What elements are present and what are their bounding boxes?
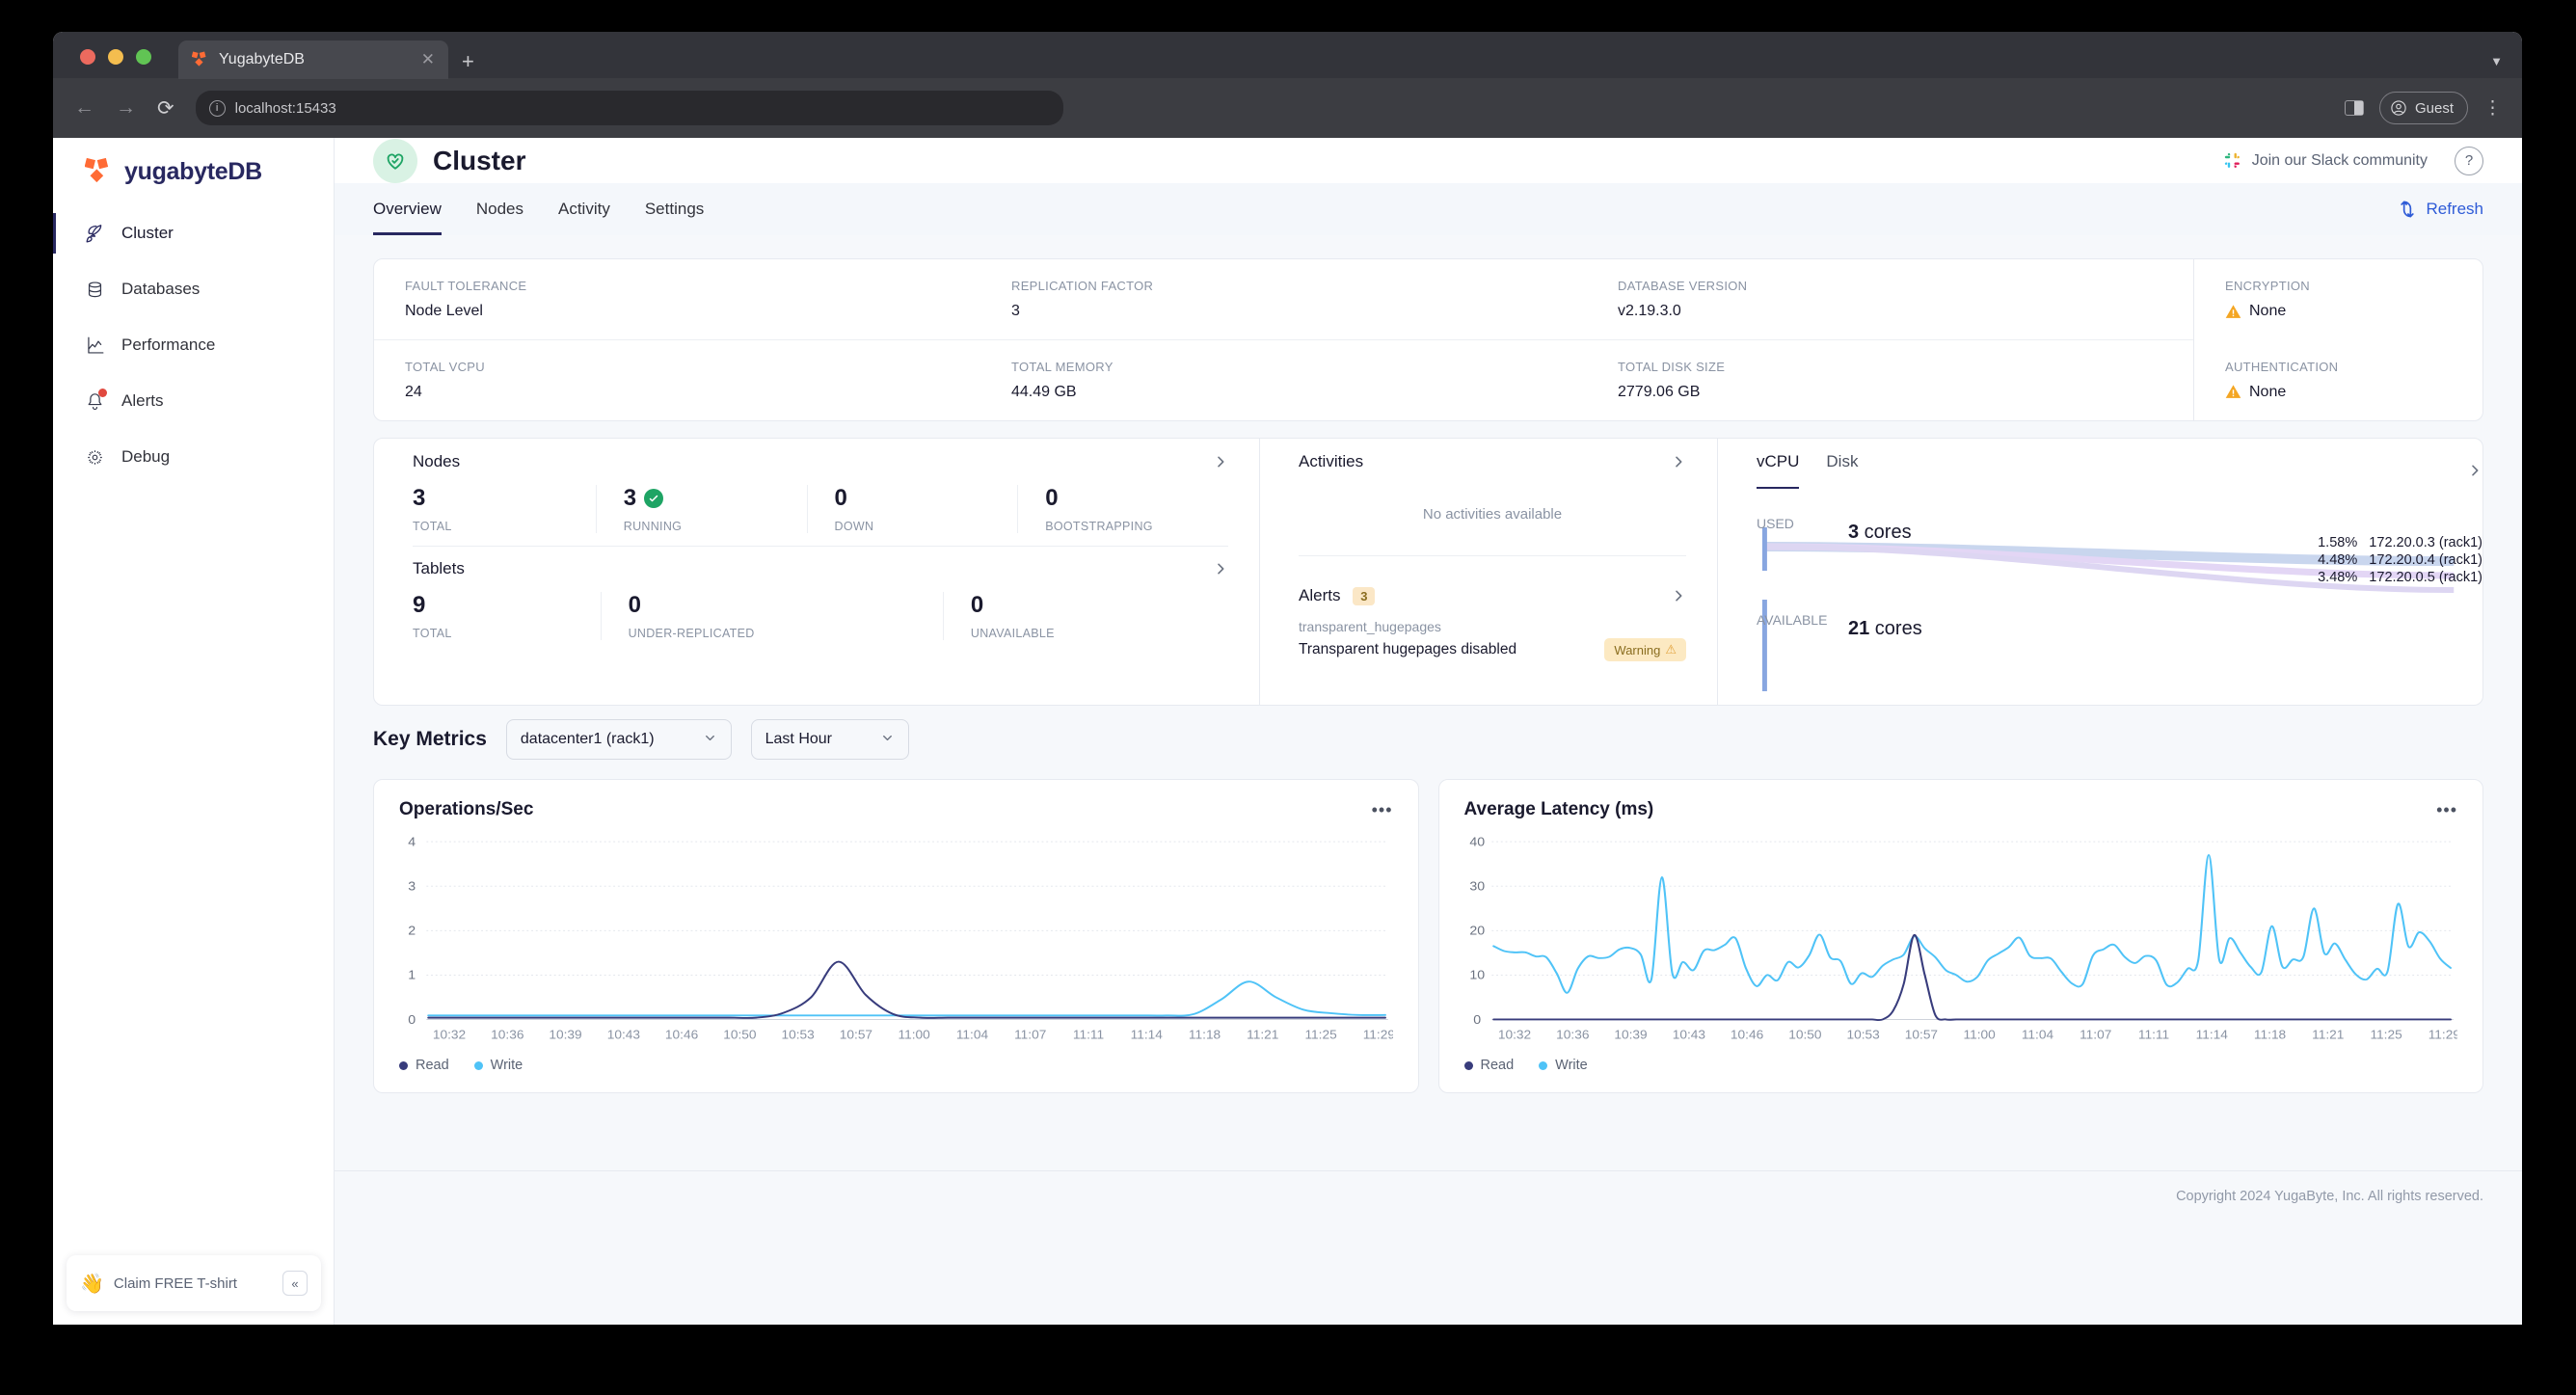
svg-text:11:14: 11:14 bbox=[1131, 1028, 1163, 1041]
svg-text:10:50: 10:50 bbox=[1788, 1028, 1821, 1041]
svg-text:11:21: 11:21 bbox=[2312, 1028, 2344, 1041]
svg-text:10:39: 10:39 bbox=[549, 1028, 581, 1041]
svg-text:10:36: 10:36 bbox=[491, 1028, 523, 1041]
svg-text:20: 20 bbox=[1469, 924, 1485, 937]
svg-text:11:25: 11:25 bbox=[1304, 1028, 1336, 1041]
svg-text:11:04: 11:04 bbox=[956, 1028, 988, 1041]
svg-text:10:57: 10:57 bbox=[1904, 1028, 1937, 1041]
svg-text:11:07: 11:07 bbox=[1014, 1028, 1046, 1041]
svg-text:10:32: 10:32 bbox=[1497, 1028, 1530, 1041]
svg-text:0: 0 bbox=[1473, 1012, 1481, 1026]
svg-text:10:32: 10:32 bbox=[433, 1028, 466, 1041]
svg-text:10:53: 10:53 bbox=[781, 1028, 814, 1041]
svg-text:2: 2 bbox=[408, 924, 416, 937]
svg-text:11:11: 11:11 bbox=[1073, 1028, 1104, 1041]
svg-text:10:36: 10:36 bbox=[1556, 1028, 1589, 1041]
svg-text:10:43: 10:43 bbox=[1672, 1028, 1704, 1041]
svg-text:11:00: 11:00 bbox=[899, 1028, 930, 1041]
svg-text:3: 3 bbox=[408, 879, 416, 893]
svg-text:10:50: 10:50 bbox=[723, 1028, 756, 1041]
svg-text:10:46: 10:46 bbox=[1730, 1028, 1762, 1041]
svg-text:11:18: 11:18 bbox=[2253, 1028, 2285, 1041]
svg-text:40: 40 bbox=[1469, 835, 1485, 848]
svg-text:11:07: 11:07 bbox=[2080, 1028, 2111, 1041]
svg-text:11:00: 11:00 bbox=[1963, 1028, 1995, 1041]
svg-text:11:04: 11:04 bbox=[2021, 1028, 2053, 1041]
svg-text:11:14: 11:14 bbox=[2195, 1028, 2227, 1041]
svg-text:11:11: 11:11 bbox=[2137, 1028, 2168, 1041]
svg-text:10:46: 10:46 bbox=[665, 1028, 698, 1041]
svg-text:10:43: 10:43 bbox=[607, 1028, 640, 1041]
svg-text:10:57: 10:57 bbox=[840, 1028, 872, 1041]
svg-text:11:25: 11:25 bbox=[2370, 1028, 2402, 1041]
svg-text:11:18: 11:18 bbox=[1189, 1028, 1221, 1041]
svg-text:10: 10 bbox=[1469, 968, 1485, 981]
svg-text:11:21: 11:21 bbox=[1247, 1028, 1278, 1041]
svg-text:30: 30 bbox=[1469, 879, 1485, 893]
svg-text:0: 0 bbox=[408, 1012, 416, 1026]
svg-text:11:29: 11:29 bbox=[1363, 1028, 1393, 1041]
svg-text:1: 1 bbox=[408, 968, 416, 981]
svg-text:10:39: 10:39 bbox=[1614, 1028, 1647, 1041]
svg-text:10:53: 10:53 bbox=[1846, 1028, 1879, 1041]
svg-text:11:29: 11:29 bbox=[2428, 1028, 2457, 1041]
svg-text:4: 4 bbox=[408, 835, 416, 848]
